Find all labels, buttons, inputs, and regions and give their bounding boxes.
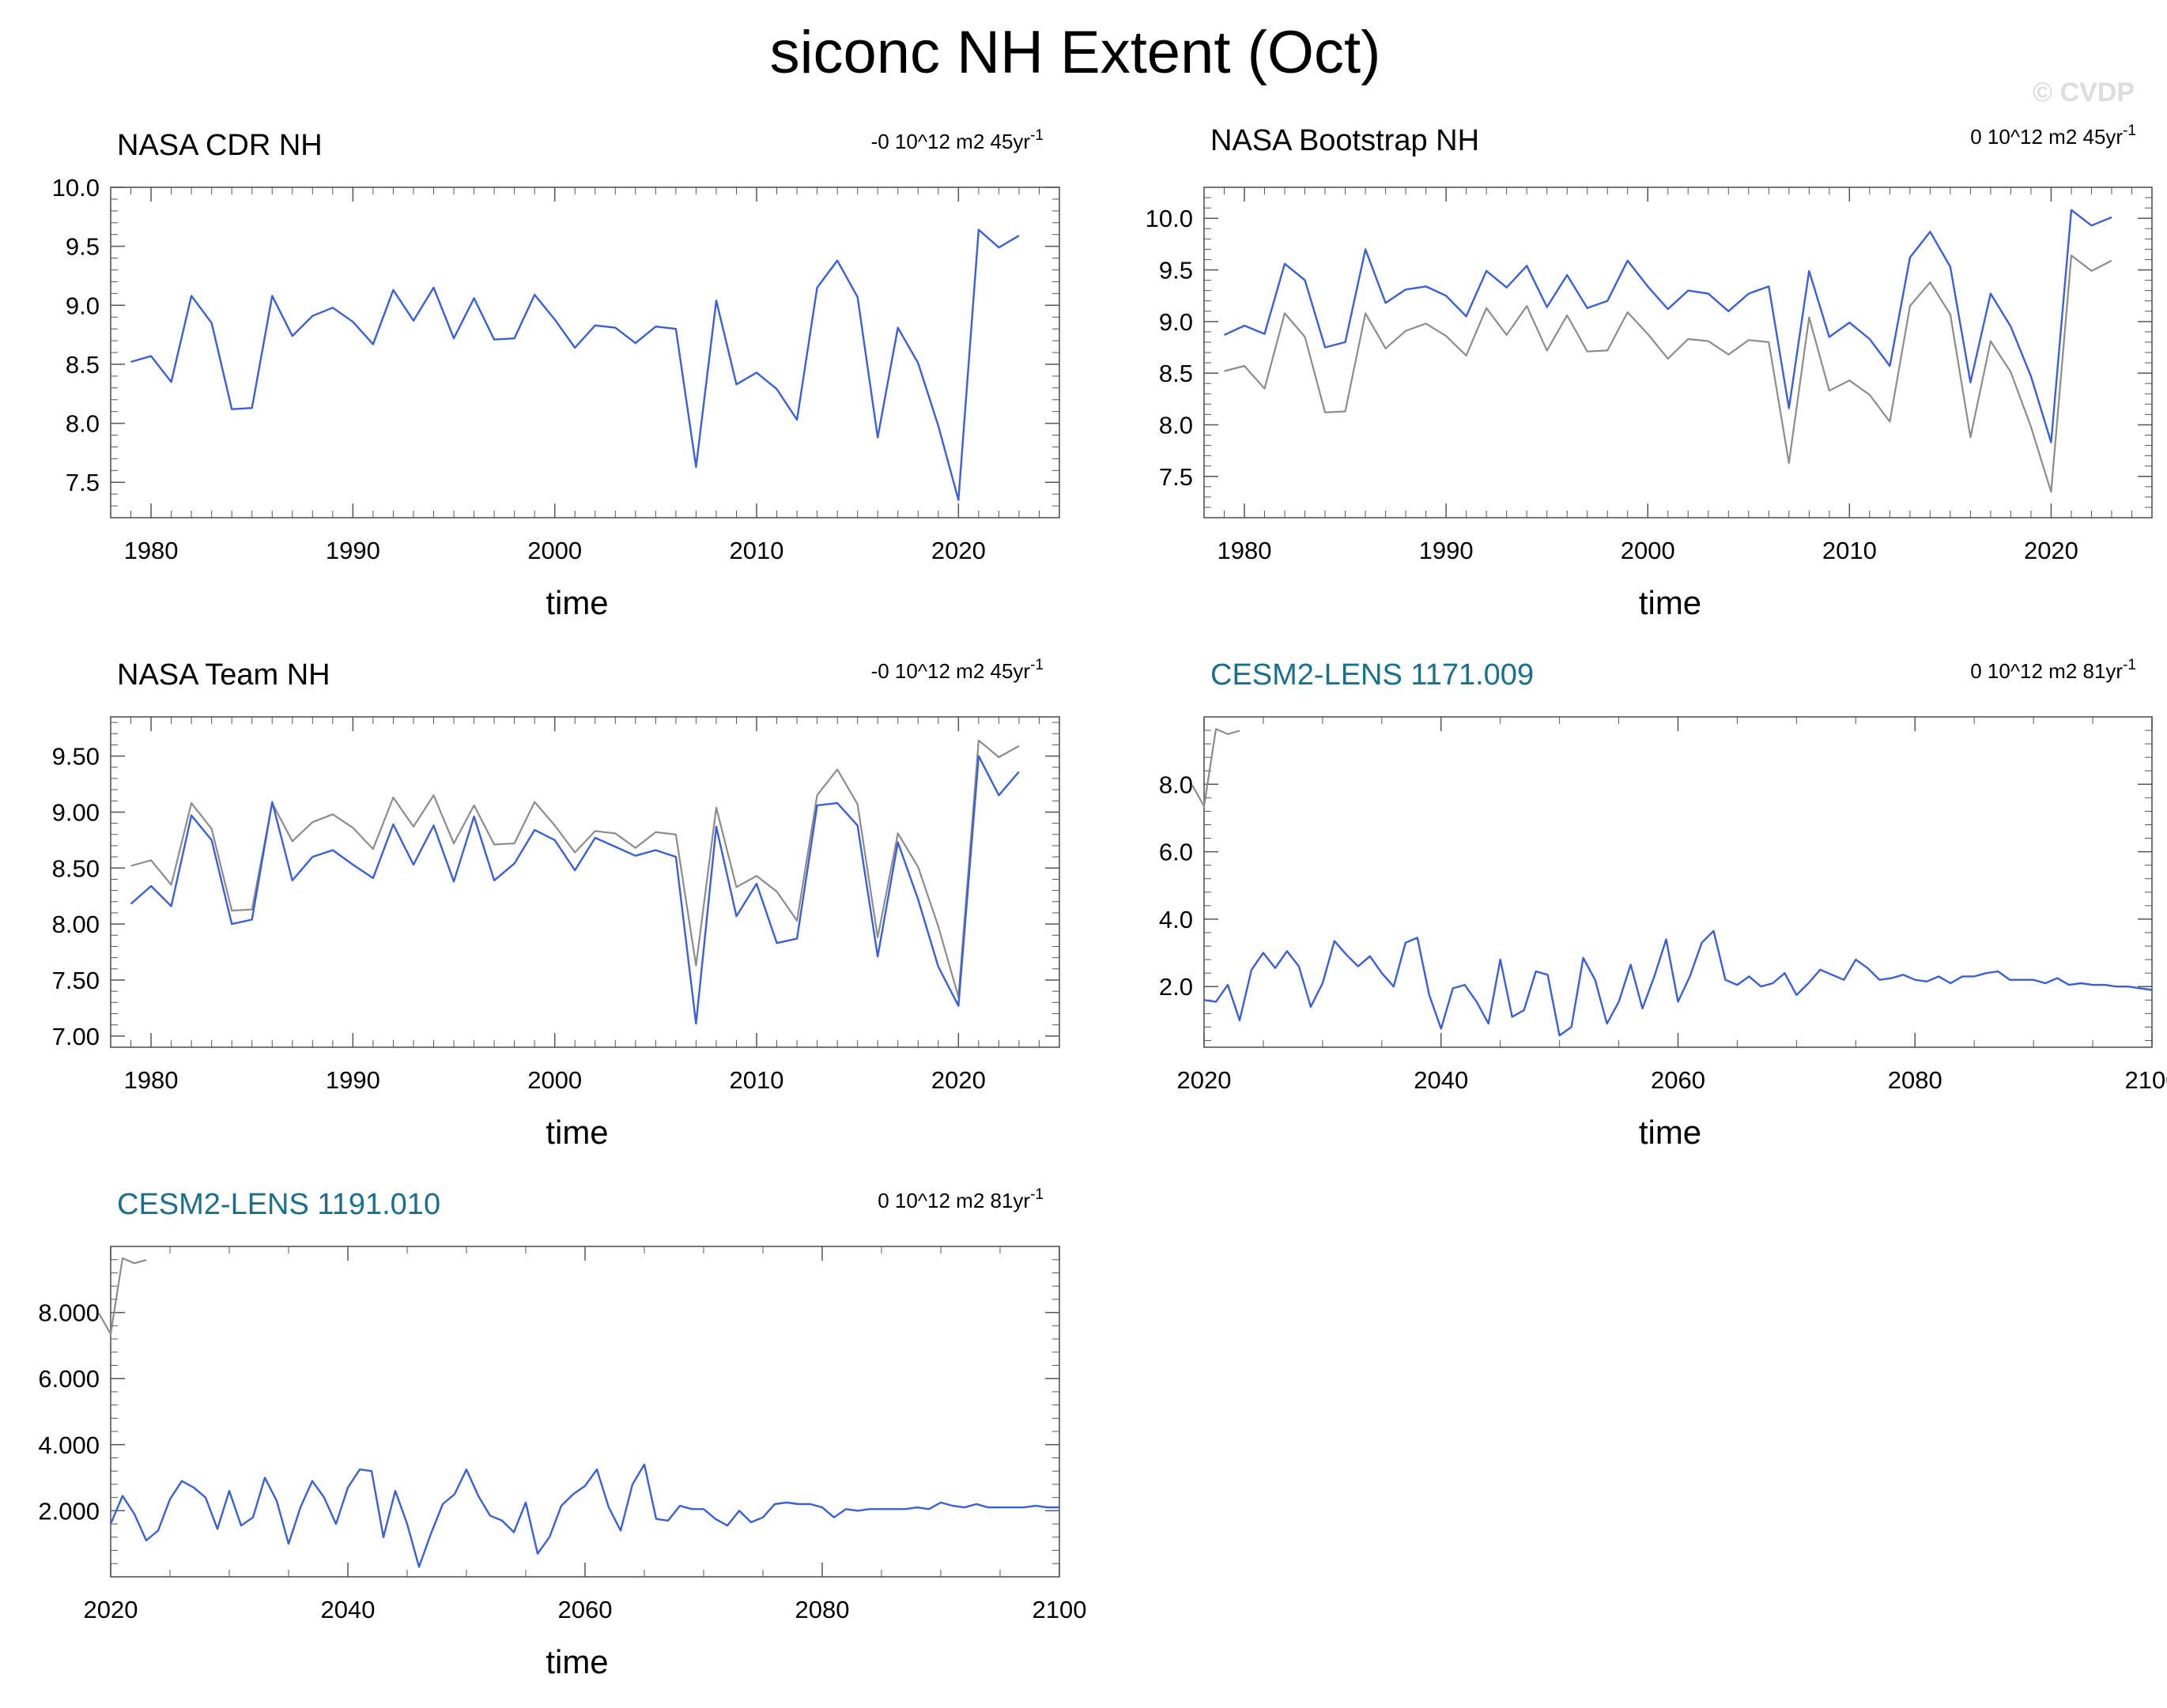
y-tick-label: 2.0	[1159, 973, 1193, 1001]
y-tick-label: 9.5	[1159, 257, 1193, 285]
y-tick-label: 8.00	[52, 911, 100, 938]
trend-exponent: -1	[1030, 657, 1044, 673]
series-line	[130, 228, 1020, 501]
series-line	[130, 755, 1020, 1025]
reference-line	[1224, 255, 2112, 493]
y-tick-label: 7.00	[52, 1023, 100, 1050]
y-tick-label: 8.0	[1159, 771, 1193, 798]
figure-title: siconc NH Extent (Oct)	[770, 19, 1381, 86]
trend-value: -0 10^12 m2 45yr	[871, 130, 1031, 153]
x-tick-label: 1980	[1218, 537, 1272, 564]
panel-title: CESM2-LENS 1171.009	[1210, 658, 1534, 692]
y-tick-label: 8.0	[1159, 411, 1193, 439]
chart-panel-2: NASA Bootstrap NH 0 10^12 m2 45yr-1 1980 19…	[1146, 123, 2153, 621]
x-tick-label: 2020	[1177, 1066, 1232, 1094]
trend-value: 0 10^12 m2 81yr	[1970, 659, 2123, 683]
reference-line	[130, 739, 1020, 998]
plot-frame	[110, 716, 1060, 1048]
trend-label: 0 10^12 m2 81yr-1	[1970, 657, 2136, 683]
x-tick-label: 2000	[527, 537, 582, 564]
y-tick-label: 8.5	[66, 351, 100, 379]
y-tick-label: 6.0	[1159, 839, 1193, 866]
watermark: © CVDP	[2033, 77, 2135, 107]
x-tick-label: 2020	[931, 537, 986, 564]
y-tick-label: 10.0	[1146, 205, 1193, 232]
x-tick-label: 2020	[84, 1596, 138, 1623]
trend-label: -0 10^12 m2 45yr-1	[871, 657, 1044, 683]
y-tick-label: 9.0	[1159, 308, 1193, 336]
x-tick-label: 2000	[1621, 537, 1675, 564]
y-tick-label: 6.000	[38, 1365, 100, 1393]
chart-panel-5: CESM2-LENS 1191.010 0 10^12 m2 81yr-1 2020…	[38, 1186, 1086, 1680]
x-tick-label: 2080	[795, 1596, 850, 1623]
trend-label: -0 10^12 m2 45yr-1	[871, 127, 1044, 153]
x-tick-label: 2020	[931, 1066, 986, 1094]
trend-value: 0 10^12 m2 45yr	[1970, 125, 2123, 149]
y-tick-label: 8.50	[52, 854, 100, 882]
trend-exponent: -1	[1030, 1186, 1044, 1203]
x-tick-label: 1980	[124, 537, 179, 564]
x-axis-label: time	[1639, 1114, 1701, 1151]
trend-label: 0 10^12 m2 81yr-1	[878, 1186, 1044, 1212]
plot-frame	[1203, 187, 2153, 518]
trend-exponent: -1	[2123, 123, 2136, 139]
y-tick-label: 2.000	[38, 1497, 100, 1525]
reference-line	[98, 1257, 147, 1335]
x-tick-label: 2010	[1822, 537, 1877, 564]
trend-label: 0 10^12 m2 45yr-1	[1970, 123, 2136, 149]
y-tick-label: 4.000	[38, 1431, 100, 1459]
y-tick-label: 10.0	[52, 174, 100, 202]
panel-title: NASA CDR NH	[117, 129, 323, 162]
y-tick-label: 9.0	[66, 292, 100, 319]
y-tick-label: 8.000	[38, 1299, 100, 1327]
x-tick-label: 1990	[326, 537, 380, 564]
x-tick-label: 2080	[1888, 1066, 1942, 1094]
series-line	[109, 1463, 1059, 1568]
y-tick-label: 9.50	[52, 743, 100, 771]
y-tick-label: 8.5	[1159, 360, 1193, 387]
chart-panel-3: NASA Team NH -0 10^12 m2 45yr-1 1980 1990 20…	[52, 657, 1060, 1151]
x-tick-label: 2060	[1651, 1066, 1705, 1094]
y-tick-label: 4.0	[1159, 906, 1193, 933]
x-axis-label: time	[546, 1643, 608, 1680]
y-tick-label: 7.5	[1159, 463, 1193, 491]
x-tick-label: 2040	[321, 1596, 376, 1623]
y-tick-label: 9.5	[66, 233, 100, 261]
x-tick-label: 2000	[527, 1066, 582, 1094]
x-axis-label: time	[1639, 584, 1701, 621]
series-line	[1203, 929, 2153, 1037]
y-tick-label: 9.00	[52, 798, 100, 826]
y-tick-label: 7.50	[52, 967, 100, 994]
y-tick-label: 8.0	[66, 410, 100, 438]
x-tick-label: 2010	[730, 537, 784, 564]
x-tick-label: 2020	[2024, 537, 2078, 564]
chart-panel-1: NASA CDR NH -0 10^12 m2 45yr-1 1980 1990 200…	[52, 127, 1060, 621]
x-tick-label: 2100	[1033, 1596, 1087, 1623]
plot-frame	[110, 187, 1060, 518]
y-tick-label: 7.5	[66, 469, 100, 496]
x-tick-label: 2010	[730, 1066, 784, 1094]
x-tick-label: 2060	[558, 1596, 613, 1623]
plot-frame	[110, 1246, 1060, 1578]
panel-title: NASA Team NH	[117, 658, 330, 692]
trend-value: -0 10^12 m2 45yr	[871, 659, 1031, 683]
x-tick-label: 1990	[326, 1066, 380, 1094]
x-tick-label: 2100	[2125, 1066, 2167, 1094]
reference-line	[1191, 728, 1240, 808]
x-axis-label: time	[546, 1114, 608, 1151]
trend-value: 0 10^12 m2 81yr	[878, 1189, 1030, 1212]
x-tick-label: 1980	[124, 1066, 179, 1094]
series-line	[1223, 209, 2112, 443]
x-tick-label: 2040	[1414, 1066, 1468, 1094]
trend-exponent: -1	[1030, 127, 1044, 144]
panel-title: NASA Bootstrap NH	[1210, 124, 1479, 157]
trend-exponent: -1	[2123, 657, 2136, 673]
panel-title: CESM2-LENS 1191.010	[117, 1188, 440, 1221]
x-axis-label: time	[546, 584, 608, 621]
x-tick-label: 1990	[1419, 537, 1474, 564]
chart-panel-4: CESM2-LENS 1171.009 0 10^12 m2 81yr-1 2020…	[1159, 657, 2167, 1151]
